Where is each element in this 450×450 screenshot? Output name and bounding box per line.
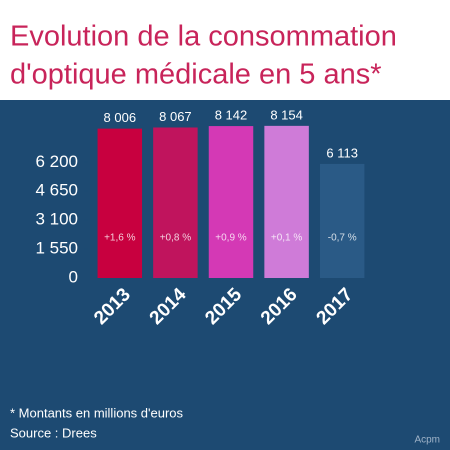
value-label: 6 113 xyxy=(326,145,358,160)
y-tick-label: 4 650 xyxy=(35,181,78,200)
value-label: 8 006 xyxy=(104,110,137,125)
bar-annotation: +0,8 % xyxy=(160,233,192,244)
footnote: * Montants en millions d'euros xyxy=(10,405,184,420)
bar-annotation: +1,6 % xyxy=(104,233,136,244)
header xyxy=(0,0,450,100)
bar-annotation: -0,7 % xyxy=(328,233,357,244)
y-tick-label: 1 550 xyxy=(35,239,78,258)
chart-title: Evolution de la consommation xyxy=(10,21,397,53)
bar-annotation: +0,9 % xyxy=(215,233,247,244)
y-tick-label: 6 200 xyxy=(35,152,78,171)
value-label: 8 142 xyxy=(215,108,248,123)
y-tick-label: 3 100 xyxy=(35,210,78,229)
bar xyxy=(97,128,143,278)
bar xyxy=(264,125,309,278)
bar-annotation: +0,1 % xyxy=(271,233,303,244)
source: Source : Drees xyxy=(10,425,97,440)
value-label: 8 067 xyxy=(159,109,192,124)
credit: Acpm xyxy=(414,435,440,446)
y-tick-label: 0 xyxy=(69,267,78,286)
chart-title: d'optique médicale en 5 ans* xyxy=(10,59,382,91)
bar xyxy=(153,127,198,278)
bar xyxy=(208,126,254,279)
bar xyxy=(319,163,365,278)
value-label: 8 154 xyxy=(270,107,303,122)
